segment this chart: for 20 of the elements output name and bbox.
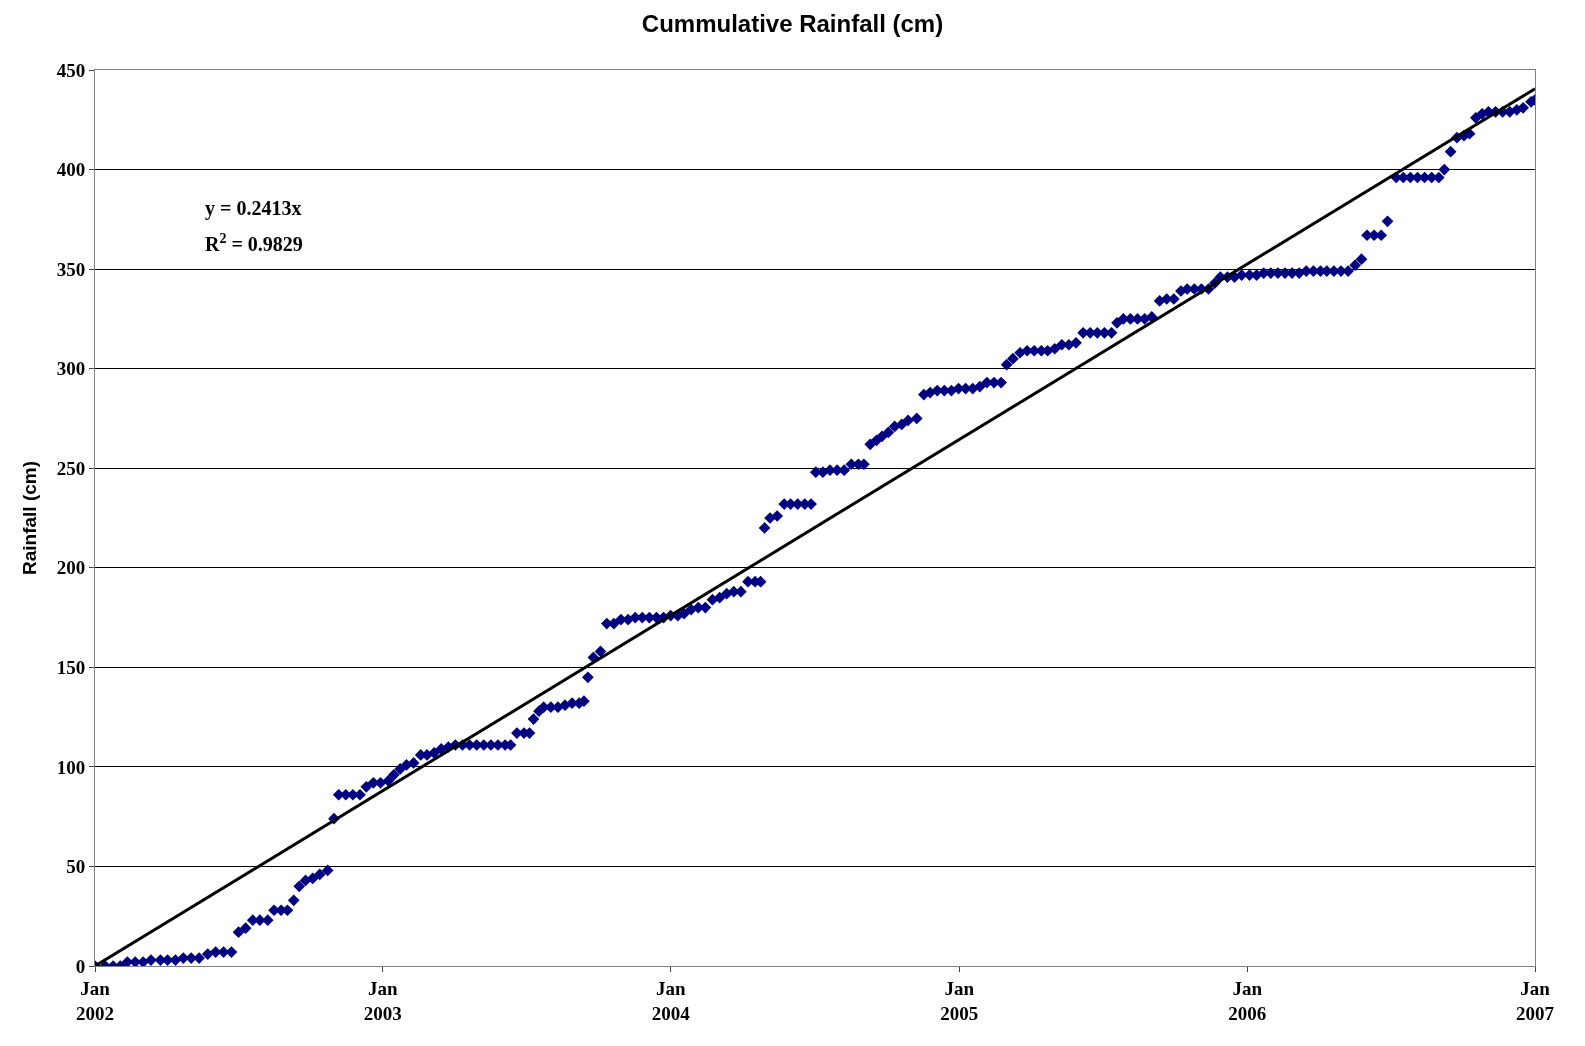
x-tick-label: Jan 2003 [363, 977, 402, 1024]
y-tick-label: 450 [56, 59, 86, 81]
y-axis-title: Rainfall (cm) [18, 460, 40, 576]
y-tick-label: 50 [66, 856, 86, 878]
x-tick-label: Jan 2007 [1516, 977, 1555, 1024]
y-tick-label: 350 [56, 258, 86, 280]
annotation: y = 0.2413x [205, 197, 302, 220]
chart-title: Cummulative Rainfall (cm) [641, 10, 944, 38]
x-tick-label: Jan 2005 [940, 977, 979, 1024]
y-tick-label: 300 [56, 358, 86, 380]
y-tick-label: 250 [56, 457, 86, 479]
y-tick-label: 100 [56, 756, 86, 778]
y-tick-label: 400 [56, 159, 86, 181]
x-tick-label: Jan 2006 [1228, 977, 1267, 1024]
y-tick-label: 200 [56, 557, 86, 579]
x-tick-label: Jan 2002 [76, 977, 114, 1024]
y-tick-label: 150 [56, 656, 86, 678]
x-tick-label: Jan 2004 [651, 977, 691, 1024]
y-tick-label: 0 [75, 955, 86, 977]
annotation: R$^{2}$ = 0.9829 [205, 231, 303, 256]
